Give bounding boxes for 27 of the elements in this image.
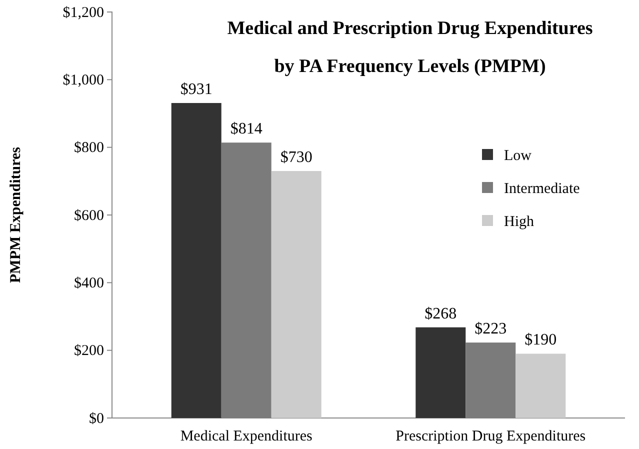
x-tick-label: Medical Expenditures [180, 428, 313, 444]
legend-label: Intermediate [504, 181, 580, 197]
data-label: $931 [180, 81, 212, 98]
data-label: $190 [524, 332, 557, 349]
data-label: $730 [280, 149, 312, 166]
y-tick-label: $0 [89, 410, 104, 427]
y-tick-label: $800 [74, 140, 104, 156]
y-tick-label: $1,000 [62, 72, 104, 88]
bar [466, 342, 516, 418]
legend-label: High [504, 214, 534, 230]
legend-label: Low [504, 148, 532, 164]
y-tick-label: $400 [74, 275, 104, 292]
y-tick-label: $200 [74, 343, 104, 360]
y-tick-label: $600 [74, 208, 104, 224]
x-tick-label: Prescription Drug Expenditures [396, 428, 586, 444]
text: by PA Frequency Levels (PMPM) [274, 56, 546, 77]
y-tick-label: $1,200 [62, 4, 104, 21]
bar [416, 327, 466, 418]
chart-title: Medical and Prescription Drug Expenditures [227, 18, 593, 39]
bar [221, 142, 272, 418]
bar [271, 171, 322, 418]
data-label: $268 [424, 305, 457, 322]
bar [171, 103, 222, 418]
y-axis-title: PMPM Expenditures [8, 146, 24, 283]
data-label: $223 [474, 320, 507, 338]
data-label: $814 [230, 120, 262, 138]
bar [516, 354, 566, 418]
